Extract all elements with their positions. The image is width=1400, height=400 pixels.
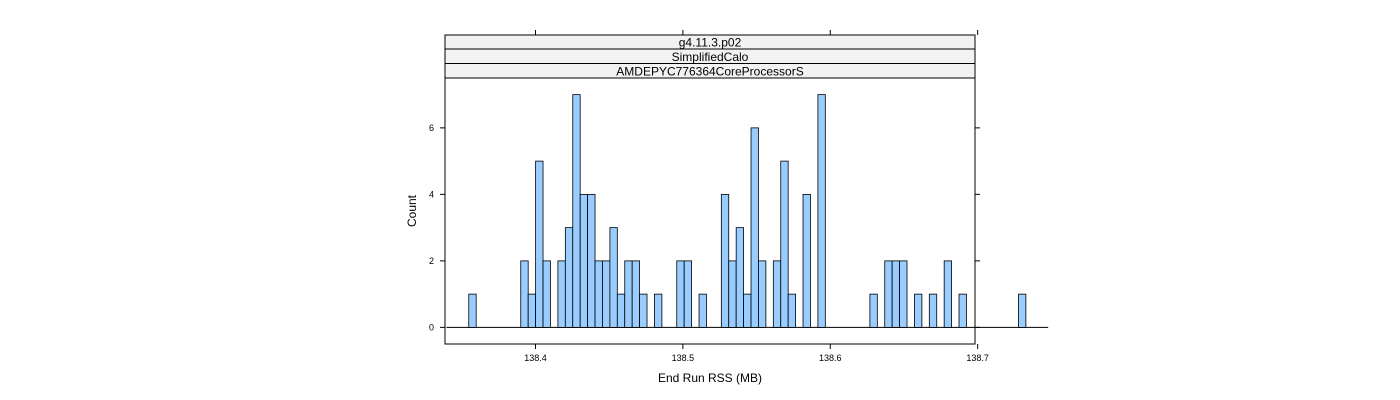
histogram-bar [557,260,566,328]
histogram-bars [446,94,1049,328]
histogram-bar [891,260,900,328]
histogram-bar [639,293,648,328]
histogram-bar [728,260,737,328]
y-tick-label: 0 [429,322,434,332]
histogram-bar [587,193,596,328]
x-axis-title: End Run RSS (MB) [658,371,762,385]
histogram-bar [899,260,908,328]
y-tick-label: 4 [429,189,434,199]
histogram-bar [527,293,537,328]
y-tick-label: 6 [429,123,434,133]
histogram-bar [869,293,878,328]
histogram-bar [520,260,529,328]
histogram-bar [602,260,611,328]
histogram-bar [802,193,811,328]
histogram-bar [758,260,767,328]
x-tick-label: 138.7 [966,353,989,363]
histogram-bar [914,293,923,328]
histogram-bar [654,293,663,328]
strip-label-3: AMDEPYC776364CoreProcessorS [616,65,803,79]
plot-panel [444,77,976,345]
histogram-bar [943,260,952,328]
histogram-bar [594,260,603,328]
histogram-bar [817,94,826,328]
histogram-bar [683,260,693,328]
histogram-bar [743,293,752,328]
histogram-bar [884,260,893,328]
strip-headers: g4.11.3.p02 SimplifiedCalo AMDEPYC776364… [444,34,976,79]
histogram-bar [624,260,633,328]
axes: 138.4 138.5 138.6 138.7 0 2 4 6 [429,30,989,363]
histogram-bar [676,260,685,328]
histogram-bar [542,260,551,328]
histogram-bar [735,227,745,328]
histogram-bar [787,293,797,328]
y-axis-title: Count [405,194,419,227]
y-tick-label: 2 [429,256,434,266]
histogram-bar [720,193,730,328]
histogram-bar [780,160,789,328]
x-tick-label: 138.5 [672,353,695,363]
x-tick-label: 138.4 [524,353,547,363]
histogram-bar [958,293,967,328]
histogram-bar [468,293,477,328]
histogram-bar [564,227,574,328]
histogram-bar [609,227,618,328]
histogram-bar [698,293,707,328]
strip-label-1: g4.11.3.p02 [679,36,742,50]
histogram-bar [750,127,759,328]
histogram-bar [1018,293,1027,328]
histogram-bar [572,94,581,328]
histogram-bar [772,260,782,328]
histogram-bar [928,293,938,328]
histogram-bar [616,293,626,328]
strip-label-2: SimplifiedCalo [672,50,749,64]
histogram-bar [631,260,641,328]
x-tick-label: 138.6 [819,353,842,363]
histogram-bar [535,160,544,328]
histogram-bar [579,193,589,328]
